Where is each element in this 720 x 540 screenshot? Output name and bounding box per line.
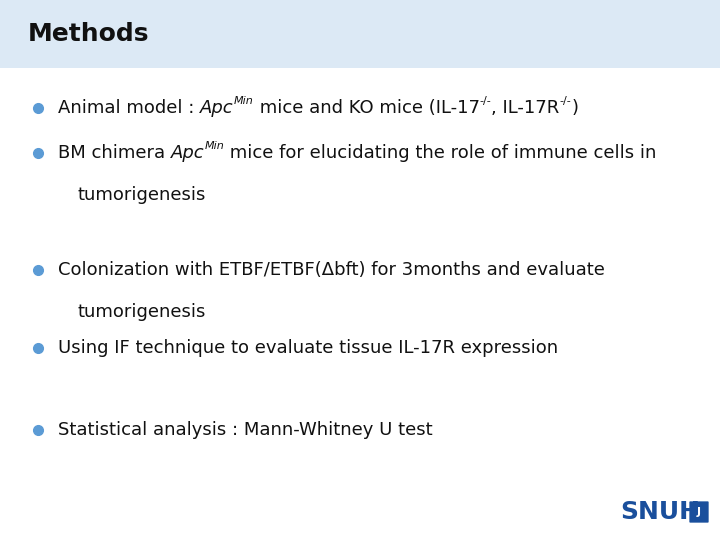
Text: mice and KO mice (IL-17: mice and KO mice (IL-17 [253,99,480,117]
Text: Apc: Apc [200,99,234,117]
Text: mice for elucidating the role of immune cells in: mice for elucidating the role of immune … [224,144,657,162]
Text: Min: Min [234,96,253,106]
Text: , IL-17R: , IL-17R [491,99,559,117]
Text: -/-: -/- [559,96,571,106]
Text: tumorigenesis: tumorigenesis [78,303,207,321]
Text: tumorigenesis: tumorigenesis [78,186,207,204]
Text: Min: Min [204,141,224,151]
Text: BM chimera: BM chimera [58,144,171,162]
Text: Methods: Methods [28,22,150,46]
Text: Colonization with ETBF/ETBF(Δbft) for 3months and evaluate: Colonization with ETBF/ETBF(Δbft) for 3m… [58,261,605,279]
Text: ): ) [571,99,578,117]
Text: Statistical analysis : Mann-Whitney U test: Statistical analysis : Mann-Whitney U te… [58,421,433,439]
Text: Apc: Apc [171,144,204,162]
FancyBboxPatch shape [689,501,709,523]
Text: -/-: -/- [480,96,491,106]
Bar [0,0,720,68]
Text: J: J [697,507,701,517]
Text: Animal model :: Animal model : [58,99,200,117]
Text: SNUH: SNUH [620,500,700,524]
Text: Using IF technique to evaluate tissue IL-17R expression: Using IF technique to evaluate tissue IL… [58,339,558,357]
